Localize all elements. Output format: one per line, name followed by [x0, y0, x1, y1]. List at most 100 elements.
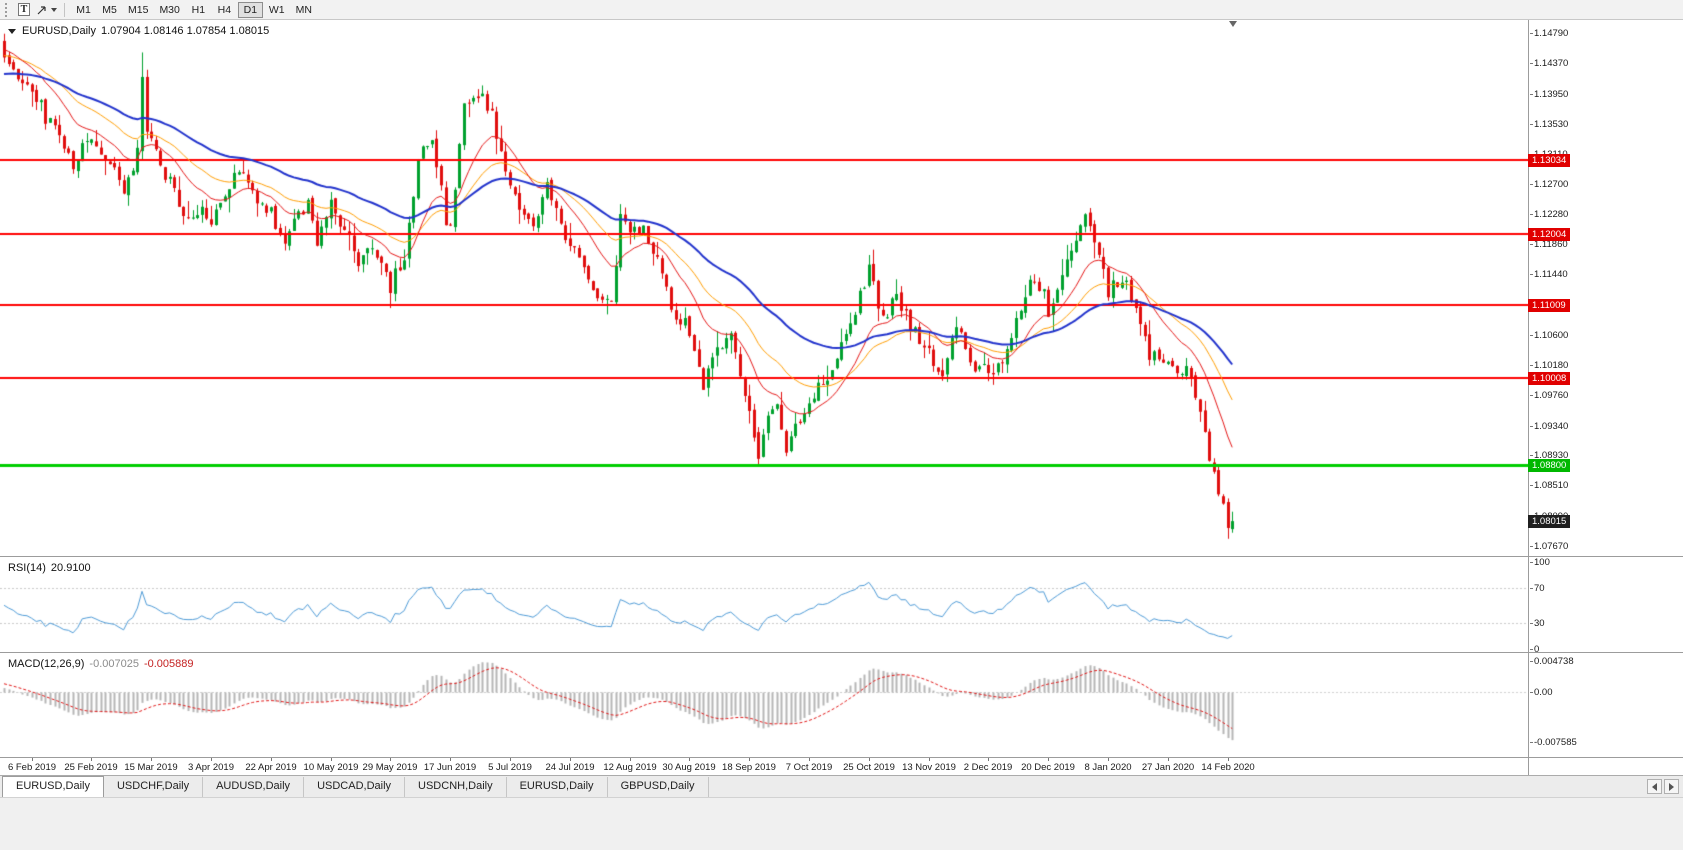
time-axis-label: 7 Oct 2019: [785, 762, 833, 773]
timeframe-m5[interactable]: M5: [97, 2, 122, 18]
rsi-value: 20.9100: [50, 562, 91, 574]
chart-tab-audusd-daily[interactable]: AUDUSD,Daily: [203, 777, 305, 797]
timeframe-m30[interactable]: M30: [154, 2, 184, 18]
time-axis-tick: [151, 758, 152, 761]
chart-header: EURUSD,Daily 1.07904 1.08146 1.07854 1.0…: [8, 25, 269, 37]
price-axis-label: 1.09340: [1529, 420, 1569, 432]
time-axis-tick: [510, 758, 511, 761]
time-axis-label: 24 Jul 2019: [545, 762, 595, 773]
price-axis-label: 1.11440: [1530, 269, 1568, 281]
time-axis-label: 29 May 2019: [362, 762, 418, 773]
time-axis-tick: [211, 758, 212, 761]
resistance-level-badge: 1.10008: [1528, 371, 1571, 385]
macd-main-value: -0.007025: [89, 658, 139, 670]
toolbar-grip: [5, 2, 9, 17]
timeframe-mn[interactable]: MN: [291, 2, 317, 18]
time-axis-tick: [32, 758, 33, 761]
tab-scroll-right-button[interactable]: [1664, 779, 1679, 794]
price-axis-label: 1.14370: [1529, 58, 1569, 70]
chevron-left-icon: [1652, 782, 1657, 791]
time-axis-label: 25 Feb 2019: [64, 762, 118, 773]
price-axis-label: 1.11860: [1530, 239, 1568, 251]
time-axis-tick: [91, 758, 92, 761]
draw-tool-button[interactable]: [35, 1, 58, 18]
chart-tab-usdcnh-daily[interactable]: USDCNH,Daily: [405, 777, 507, 797]
chart-shift-marker: [1229, 21, 1237, 27]
macd-pane: MACD(12,26,9) -0.007025 -0.005889 0.0047…: [0, 653, 1683, 758]
timeframe-buttons: M1 M5 M15 M30 H1 H4 D1 W1 MN: [71, 1, 317, 18]
resistance-level-badge: 1.11009: [1528, 299, 1570, 313]
time-axis-label: 27 Jan 2020: [1141, 762, 1195, 773]
chart-tab-eurusd-daily[interactable]: EURUSD,Daily: [2, 776, 104, 797]
time-axis-label: 13 Nov 2019: [902, 762, 956, 773]
time-axis-tick: [331, 758, 332, 761]
price-axis-label: 1.08510: [1529, 480, 1569, 492]
time-axis-tick: [390, 758, 391, 761]
time-axis-label: 10 May 2019: [303, 762, 359, 773]
price-axis-label: 1.13950: [1529, 88, 1569, 100]
time-axis-label: 3 Apr 2019: [188, 762, 234, 773]
rsi-axis-label: 100: [1530, 557, 1550, 568]
time-axis-label: 5 Jul 2019: [488, 762, 532, 773]
time-axis-label: 25 Oct 2019: [843, 762, 895, 773]
timeframe-d1[interactable]: D1: [237, 1, 263, 18]
macd-header: MACD(12,26,9) -0.007025 -0.005889: [8, 658, 194, 670]
macd-axis-label: -0.007585: [1530, 737, 1577, 748]
time-axis-label: 14 Feb 2020: [1201, 762, 1255, 773]
rsi-axis-label: 70: [1530, 583, 1545, 595]
rsi-label: RSI(14): [8, 562, 46, 574]
chevron-right-icon: [1669, 782, 1674, 791]
price-axis-label: 1.12280: [1529, 208, 1569, 220]
time-axis-label: 12 Aug 2019: [603, 762, 657, 773]
macd-canvas[interactable]: [0, 653, 1528, 757]
chart-tab-eurusd-daily[interactable]: EURUSD,Daily: [507, 777, 608, 797]
macd-axis: 0.004738 0.00 -0.007585: [1530, 653, 1681, 757]
toolbar-separator: [64, 2, 65, 17]
text-tool-button[interactable]: T: [13, 1, 35, 18]
time-axis-tick: [271, 758, 272, 761]
text-tool-icon: T: [17, 3, 31, 16]
price-axis-label: 1.07670: [1529, 540, 1569, 552]
price-axis-line: [1528, 20, 1529, 775]
price-axis-label: 1.09760: [1529, 390, 1569, 402]
timeframe-m15[interactable]: M15: [123, 2, 153, 18]
time-axis-tick: [1048, 758, 1049, 761]
macd-label: MACD(12,26,9): [8, 658, 85, 670]
symbol-label: EURUSD,Daily: [22, 25, 96, 37]
rsi-axis-label: 0: [1529, 644, 1540, 655]
chart-tab-gbpusd-daily[interactable]: GBPUSD,Daily: [608, 777, 709, 797]
resistance-level-badge: 1.12004: [1528, 227, 1571, 241]
time-axis-tick: [988, 758, 989, 761]
price-axis-label: 1.08930: [1529, 450, 1569, 462]
price-axis-label: 1.12700: [1529, 178, 1569, 190]
ohlc-values: 1.07904 1.08146 1.07854 1.08015: [100, 25, 270, 37]
price-pane: EURUSD,Daily 1.07904 1.08146 1.07854 1.0…: [0, 20, 1683, 557]
timeframe-m1[interactable]: M1: [71, 2, 96, 18]
chevron-down-icon: [51, 7, 57, 12]
time-axis-label: 6 Feb 2019: [7, 762, 57, 773]
time-axis-label: 30 Aug 2019: [662, 762, 716, 773]
macd-axis-label: 0.00: [1530, 687, 1553, 699]
chart-tab-usdchf-daily[interactable]: USDCHF,Daily: [104, 777, 204, 797]
time-axis: 6 Feb 2019 25 Feb 2019 15 Mar 2019 3 Apr 20…: [0, 758, 1528, 775]
price-axis-label: 1.10600: [1529, 329, 1569, 341]
timeframe-h1[interactable]: H1: [186, 2, 211, 18]
chart-tab-bar: EURUSD,Daily USDCHF,Daily AUDUSD,Daily USDC…: [0, 775, 1683, 797]
time-axis-tick: [749, 758, 750, 761]
timeframe-w1[interactable]: W1: [264, 2, 290, 18]
time-axis-label: 17 Jun 2019: [423, 762, 477, 773]
resistance-level-badge: 1.13034: [1528, 153, 1571, 167]
time-axis-label: 2 Dec 2019: [963, 762, 1013, 773]
time-axis-label: 15 Mar 2019: [124, 762, 178, 773]
rsi-header: RSI(14) 20.9100: [8, 562, 91, 574]
rsi-pane: RSI(14) 20.9100 100 70 30 0: [0, 557, 1683, 655]
price-chart-canvas[interactable]: [0, 20, 1528, 556]
chart-tab-usdcad-daily[interactable]: USDCAD,Daily: [304, 777, 406, 797]
rsi-canvas[interactable]: [0, 557, 1528, 652]
level-badges: 1.13034 1.12004 1.11009 1.10008 1.08800 1.080…: [1528, 20, 1682, 556]
time-axis-tick: [809, 758, 810, 761]
window-filler: [0, 797, 1683, 850]
tab-scroll-left-button[interactable]: [1647, 779, 1662, 794]
timeframe-h4[interactable]: H4: [212, 2, 237, 18]
symbol-marker-icon: [8, 28, 16, 34]
